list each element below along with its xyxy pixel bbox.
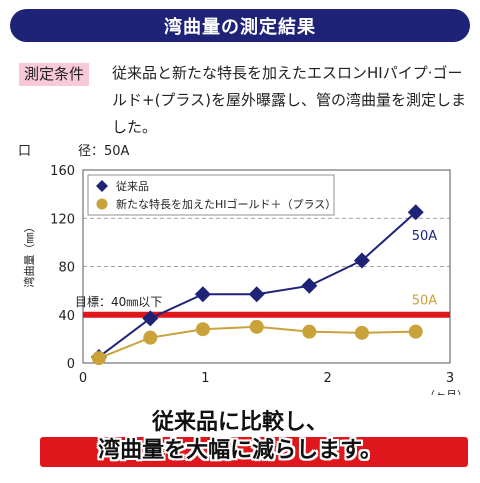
data-point <box>354 325 369 340</box>
target-label: 目標：40㎜以下 <box>75 295 162 309</box>
legend-label: 新たな特長を加えたHIゴールド＋（プラス） <box>116 197 336 211</box>
diameter-value: 径：50A <box>78 144 130 159</box>
data-point <box>142 310 159 327</box>
y-tick-label: 120 <box>50 212 75 227</box>
page-title: 湾曲量の測定結果 <box>10 9 470 42</box>
data-point <box>143 330 158 345</box>
series-end-label: 50A <box>412 294 438 309</box>
data-point <box>302 324 317 339</box>
data-point <box>248 286 265 303</box>
data-point <box>408 324 423 339</box>
data-point <box>194 286 211 303</box>
data-point <box>249 319 264 334</box>
legend-label: 従来品 <box>116 180 149 193</box>
legend-box <box>87 174 335 216</box>
summary-line-1: 従来品に比較し、 <box>151 410 328 435</box>
legend-marker <box>96 180 108 192</box>
x-tick-label: 2 <box>324 371 332 386</box>
x-axis-unit: （ヶ月） <box>424 389 468 395</box>
summary-banner <box>40 437 468 467</box>
condition-text: 従来品と新たな特長を加えたエスロンHIパイプ·ゴールド+(プラス)を屋外曝露し、… <box>112 64 466 136</box>
x-tick-label: 0 <box>79 371 87 386</box>
summary-line-2: 湾曲量を大幅に減らします。 <box>98 438 382 463</box>
data-point <box>353 252 370 269</box>
legend-marker <box>96 198 108 210</box>
x-tick-label: 1 <box>201 371 209 386</box>
data-point <box>195 322 210 337</box>
diameter-label: 口 径：50A <box>18 140 129 159</box>
bending-chart: 0 40 80 120 160 0 1 2 3 （ヶ月） 湾曲量（㎜） 目標：40㎜以下 50A 50A 従… <box>22 164 468 395</box>
condition-tag: 測定条件 <box>19 63 90 86</box>
y-axis-label: 湾曲量（㎜） <box>22 222 36 288</box>
series-end-label: 50A <box>412 229 438 244</box>
data-point <box>91 351 106 366</box>
data-point <box>407 204 424 221</box>
y-tick-label: 80 <box>58 261 75 276</box>
y-tick-label: 40 <box>58 309 75 324</box>
data-point <box>301 277 318 294</box>
diameter-prefix: 口 <box>18 144 32 159</box>
y-tick-label: 0 <box>67 357 75 372</box>
y-tick-label: 160 <box>50 164 75 179</box>
x-tick-label: 3 <box>446 371 454 386</box>
